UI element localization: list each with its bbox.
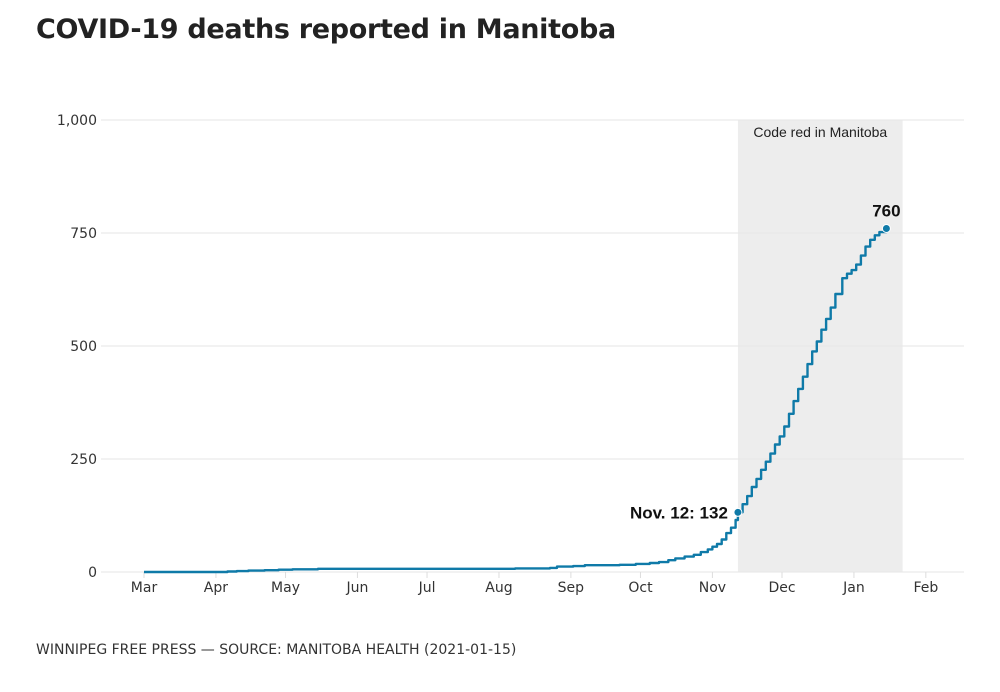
x-tick-label: Dec [768,580,795,596]
annotations: Nov. 12: 132 760 [630,201,901,522]
code-red-label: Code red in Manitoba [753,124,887,140]
x-tick-label: Jul [418,580,436,596]
source-footer: WINNIPEG FREE PRESS — SOURCE: MANITOBA H… [36,642,517,658]
y-tick-label: 750 [70,226,97,242]
x-tick-label: Sep [558,580,585,596]
y-tick-label: 250 [70,452,97,468]
x-tick-label: May [271,580,300,596]
gridlines [106,119,964,573]
x-tick-label: Apr [204,580,228,596]
series-line-layer [144,228,888,574]
x-tick-label: Mar [131,580,158,596]
x-tick-label: Jan [842,580,865,596]
x-tick-label: Oct [628,580,653,596]
x-tick-label: Aug [485,580,512,596]
x-tick-label: Feb [913,580,938,596]
x-tick-label: Nov [699,580,726,596]
y-tick-label: 500 [70,339,97,355]
y-tick-label: 1,000 [57,113,97,129]
x-tick-label: Jun [346,580,369,596]
annotation-label: 760 [872,201,900,220]
chart-title: COVID-19 deaths reported in Manitoba [36,14,616,45]
annotation-point [733,507,743,517]
series-line-cumulative-deaths [144,228,888,574]
x-axis: Mar Apr May Jun Jul Aug Sep Oct Nov Dec Jan Feb [131,572,938,596]
y-axis: 0 250 500 750 1,000 [57,113,106,581]
annotation-label: Nov. 12: 132 [630,503,728,522]
annotation-point [881,223,891,233]
y-tick-label: 0 [88,565,97,581]
